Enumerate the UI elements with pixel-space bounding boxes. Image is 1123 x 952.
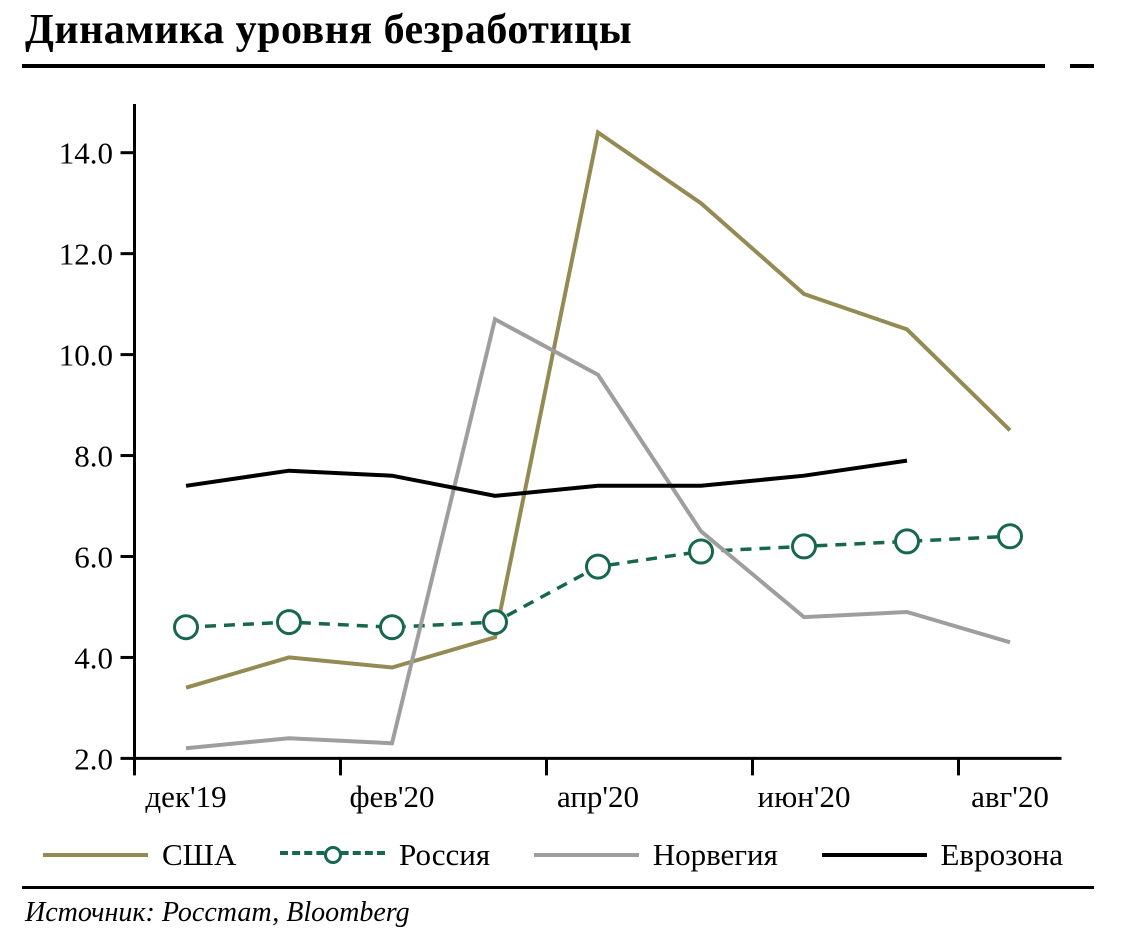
marker-russia [482, 609, 508, 636]
series-russia [173, 523, 1023, 641]
marker-russia [173, 614, 199, 641]
series-usa [185, 129, 1012, 690]
legend-swatch-usa [43, 846, 148, 864]
series-line-norway [185, 316, 1011, 751]
marker-russia [688, 538, 714, 565]
legend-label-norway: Норвегия [652, 837, 778, 872]
y-tick-label: 8.0 [74, 439, 113, 474]
legend-item-norway: Норвегия [533, 837, 778, 873]
title-rule-main [22, 64, 1045, 68]
y-tick-label: 2.0 [74, 741, 113, 776]
axes: 2.0 4.0 6.0 8.0 10.0 12.0 14.0 дек'19 фев'20 апр'… [59, 104, 1062, 814]
legend-line [43, 853, 148, 857]
series-eurozone [185, 458, 908, 498]
marker-russia [276, 609, 302, 636]
legend-line [533, 853, 639, 857]
x-tick-label: апр'20 [557, 779, 639, 814]
y-tick-label: 6.0 [74, 540, 113, 575]
title-rule [22, 64, 1102, 68]
marker-russia [379, 614, 405, 641]
unemployment-line-chart: 2.0 4.0 6.0 8.0 10.0 12.0 14.0 дек'19 фев'20 апр'… [59, 104, 1062, 814]
legend-circle-marker [323, 846, 342, 864]
y-tick-label: 12.0 [59, 237, 113, 272]
legend-swatch-norway [533, 846, 639, 864]
footer-rule [22, 886, 1094, 889]
x-tick-label: фев'20 [349, 779, 434, 814]
page-title: Динамика уровня безработицы [25, 7, 633, 53]
legend-item-russia: Россия [279, 837, 491, 873]
legend-label-usa: США [162, 837, 237, 872]
legend-swatch-eurozone [821, 846, 927, 864]
y-tick-label: 14.0 [59, 136, 113, 171]
marker-russia [894, 528, 920, 555]
y-tick-label: 4.0 [74, 640, 113, 675]
series-line-usa [185, 129, 1012, 690]
marker-russia [791, 533, 817, 560]
legend-swatch-russia [279, 846, 385, 864]
y-tick-label: 10.0 [59, 338, 113, 373]
marker-russia [997, 523, 1023, 550]
x-tick-label: дек'19 [145, 779, 226, 814]
legend-label-russia: Россия [398, 837, 491, 872]
x-tick-label: июн'20 [758, 779, 851, 814]
legend-item-eurozone: Еврозона [821, 837, 1064, 873]
legend-label-eurozone: Еврозона [940, 837, 1064, 872]
legend-item-usa: США [43, 837, 236, 873]
chart-legend: США Россия Норвегия Еврозона [0, 834, 1123, 876]
source-note: Источник: Росстат, Bloomberg [25, 897, 410, 928]
series-line-eurozone [185, 458, 908, 498]
series-norway [185, 316, 1011, 751]
x-tick-label: авг'20 [971, 779, 1049, 814]
legend-line [821, 853, 927, 857]
title-rule-dash [1070, 64, 1094, 68]
marker-russia [585, 553, 611, 580]
